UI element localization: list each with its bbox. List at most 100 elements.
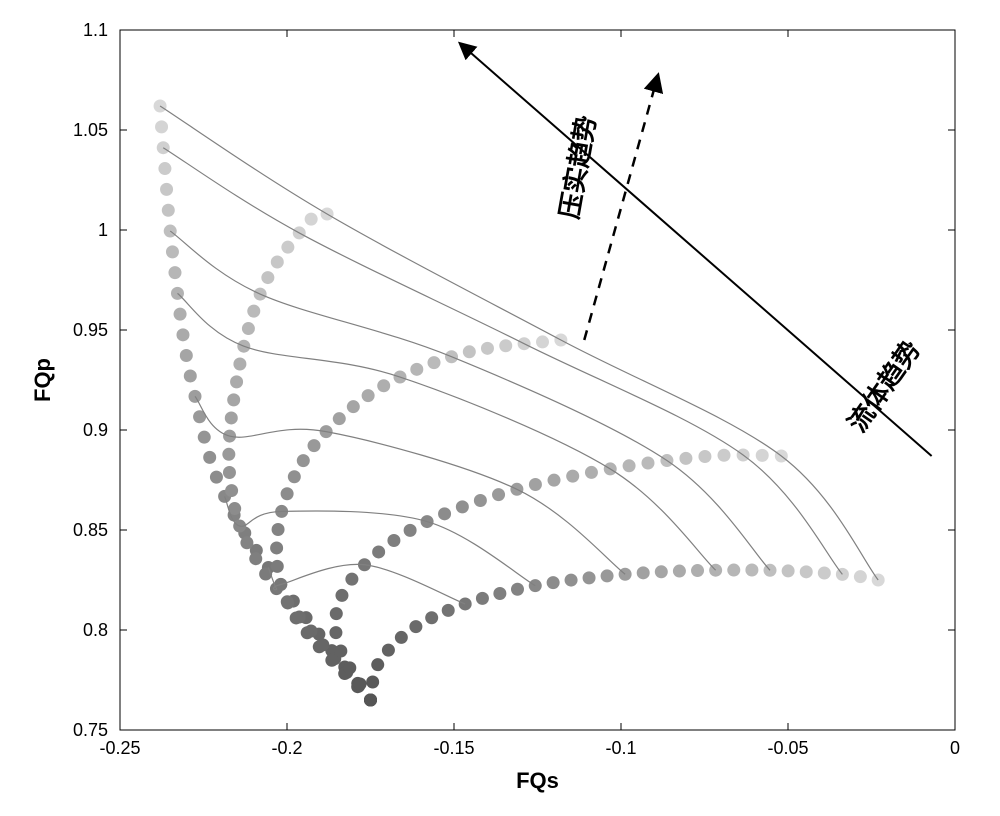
series-dot <box>160 183 173 196</box>
x-tick-label: -0.1 <box>605 738 636 758</box>
series-dot <box>308 439 321 452</box>
series-dot <box>335 589 348 602</box>
series-dot <box>168 266 181 279</box>
series-dot <box>364 694 377 707</box>
series-dot <box>673 565 686 578</box>
series-dot <box>290 611 303 624</box>
x-tick-label: -0.25 <box>99 738 140 758</box>
series-dot <box>409 620 422 633</box>
series-dot <box>249 552 262 565</box>
series-dot <box>456 500 469 513</box>
series-dot <box>637 566 650 579</box>
series-dot <box>223 466 236 479</box>
series-dot <box>155 120 168 133</box>
series-dot <box>548 474 561 487</box>
series-dot <box>272 523 285 536</box>
series-dot <box>623 459 636 472</box>
series-dot <box>565 574 578 587</box>
y-tick-label: 1.05 <box>73 120 108 140</box>
series-dot <box>756 449 769 462</box>
series-dot <box>233 357 246 370</box>
x-tick-label: 0 <box>950 738 960 758</box>
series-dot <box>366 676 379 689</box>
series-dot <box>583 571 596 584</box>
chart-root: -0.25 -0.2 -0.15 -0.1 -0.05 0 0.75 0.8 0.85 0.9 0.… <box>0 0 1000 816</box>
series-dot <box>334 645 347 658</box>
series-dot <box>655 565 668 578</box>
series-dot <box>547 576 560 589</box>
series-dot <box>387 534 400 547</box>
series-dot <box>281 595 294 608</box>
y-tick-label: 0.8 <box>83 620 108 640</box>
series-dot <box>718 449 731 462</box>
series-dot <box>782 564 795 577</box>
series-dot <box>425 611 438 624</box>
series-dot <box>371 658 384 671</box>
x-tick-label: -0.2 <box>271 738 302 758</box>
y-tick-label: 0.9 <box>83 420 108 440</box>
series-dot <box>474 494 487 507</box>
series-dot <box>463 345 476 358</box>
x-tick-label: -0.05 <box>767 738 808 758</box>
series-dot <box>566 470 579 483</box>
series-dot <box>529 478 542 491</box>
series-dot <box>261 271 274 284</box>
series-dot <box>247 305 260 318</box>
series-dot <box>203 451 216 464</box>
series-dot <box>184 369 197 382</box>
y-tick-label: 0.75 <box>73 720 108 740</box>
series-dot <box>158 162 171 175</box>
thin-curve <box>170 231 770 570</box>
series-dot <box>180 349 193 362</box>
series-dot <box>343 661 356 674</box>
series-dot <box>395 631 408 644</box>
series-dot <box>745 564 758 577</box>
series-dot <box>313 640 326 653</box>
series-dot <box>240 536 253 549</box>
series-dot <box>174 308 187 321</box>
series-dot <box>281 241 294 254</box>
thin-curves-group <box>160 106 878 604</box>
y-tick-label: 0.95 <box>73 320 108 340</box>
series-dot <box>679 452 692 465</box>
series-dot <box>225 484 238 497</box>
series-dot <box>438 507 451 520</box>
series-dot <box>536 335 549 348</box>
series-dot <box>329 626 342 639</box>
series-dot <box>601 569 614 582</box>
series-dot <box>166 245 179 258</box>
series-dot <box>288 470 301 483</box>
series-dot <box>585 466 598 479</box>
series-dot <box>333 412 346 425</box>
series-dot <box>698 450 711 463</box>
fluid-trend-label: 流体趋势 <box>842 335 926 437</box>
thin-curve <box>163 148 842 575</box>
series-dot <box>176 328 189 341</box>
series-dot <box>410 363 423 376</box>
series-dot <box>377 379 390 392</box>
series-dot <box>499 339 512 352</box>
series-dot <box>854 570 867 583</box>
dot-series-group <box>154 100 885 707</box>
series-dot <box>481 342 494 355</box>
y-tick-label: 1.1 <box>83 20 108 40</box>
chart-svg: -0.25 -0.2 -0.15 -0.1 -0.05 0 0.75 0.8 0.85 0.9 0.… <box>0 0 1000 816</box>
series-dot <box>428 356 441 369</box>
series-dot <box>305 213 318 226</box>
series-dot <box>297 454 310 467</box>
series-dot <box>225 411 238 424</box>
series-dot <box>347 400 360 413</box>
series-dot <box>270 541 283 554</box>
series-dot <box>727 564 740 577</box>
series-dot <box>162 204 175 217</box>
series-dot <box>382 644 395 657</box>
series-dot <box>210 471 223 484</box>
series-dot <box>301 626 314 639</box>
x-tick-label: -0.15 <box>433 738 474 758</box>
y-tick-label: 0.85 <box>73 520 108 540</box>
series-dot <box>493 587 506 600</box>
series-dot <box>222 448 235 461</box>
series-dot <box>404 524 417 537</box>
series-dot <box>271 560 284 573</box>
series-dot <box>691 564 704 577</box>
